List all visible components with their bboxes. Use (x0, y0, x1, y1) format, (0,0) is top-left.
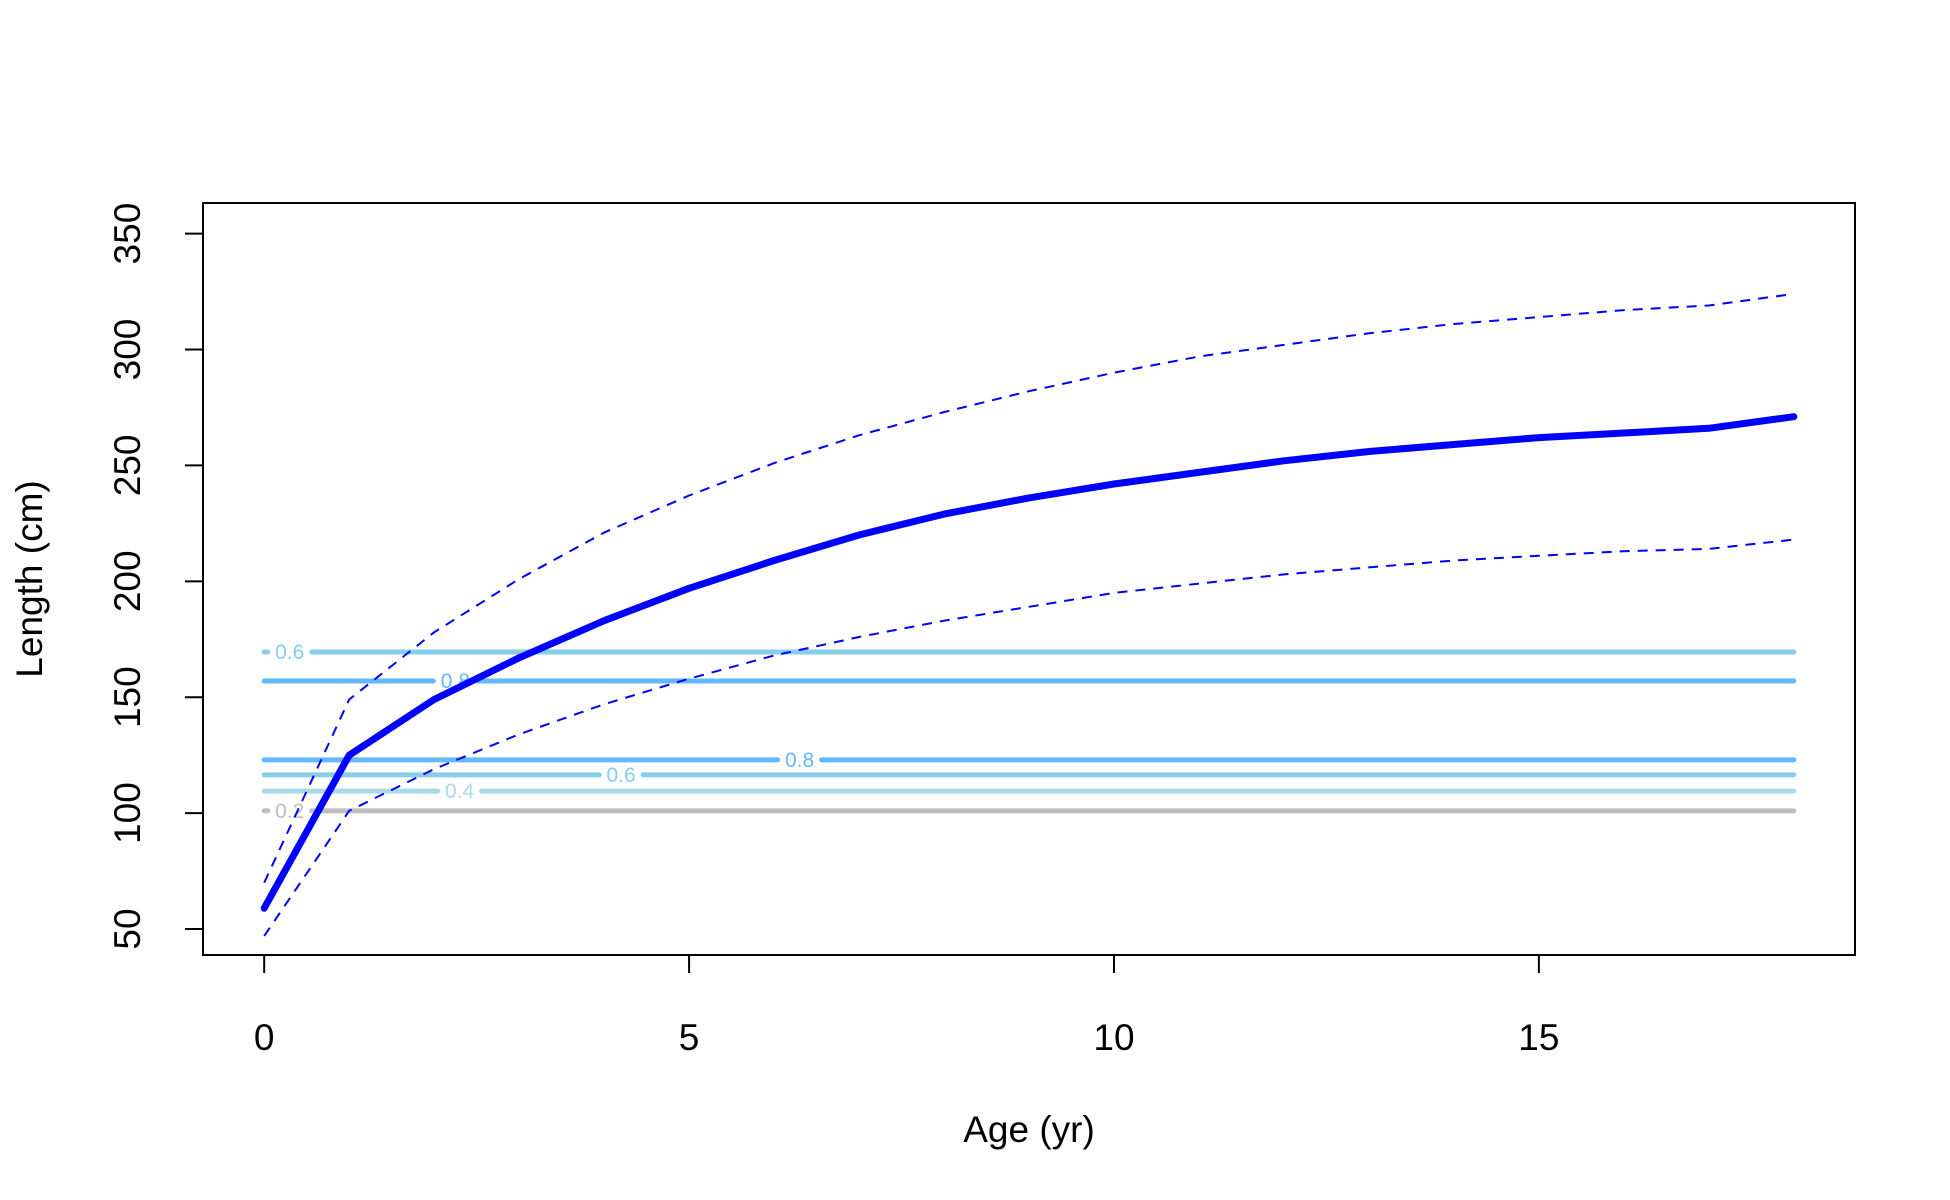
plot-frame (202, 202, 1856, 956)
x-axis-label: Age (yr) (963, 1109, 1095, 1150)
x-tick-label: 10 (1093, 1017, 1134, 1058)
y-tick-label: 150 (107, 666, 148, 728)
contour-label: 0.6 (275, 641, 304, 664)
x-tick-label: 15 (1518, 1017, 1559, 1058)
x-tick-label: 0 (254, 1017, 275, 1058)
x-tick-label: 5 (679, 1017, 700, 1058)
contour-layer: 0.60.80.80.60.40.2 (261, 641, 1797, 823)
series-layer (260, 292, 1798, 937)
y-tick-label: 50 (107, 908, 148, 949)
axis-layer: 0 5 10 15 50 100 150 200 250 300 350 (107, 203, 1559, 1058)
y-tick-label: 200 (107, 550, 148, 612)
series-line-upper-bound (263, 292, 1794, 884)
y-tick-label: 300 (107, 319, 148, 381)
series-line-lower-bound (263, 538, 1794, 937)
series-line-mean (260, 413, 1798, 912)
y-tick-label: 250 (107, 435, 148, 497)
y-axis-label: Length (cm) (9, 480, 50, 677)
contour-label: 0.6 (606, 764, 635, 787)
y-tick-label: 100 (107, 782, 148, 844)
contour-label: 0.2 (275, 800, 304, 823)
y-tick-label: 350 (107, 203, 148, 265)
contour-label: 0.8 (785, 749, 814, 772)
contour-label: 0.4 (445, 780, 475, 803)
